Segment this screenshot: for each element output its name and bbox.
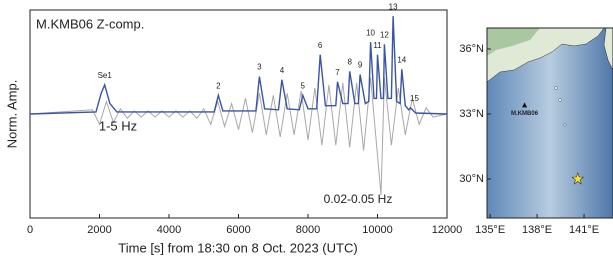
y-axis-label: Norm. Amp.	[4, 80, 19, 149]
peak-label: 8	[347, 57, 352, 66]
peak-label: Se1	[98, 71, 113, 80]
island	[564, 124, 566, 126]
peak-label: 12	[380, 30, 389, 39]
peak-label: 9	[358, 61, 363, 70]
x-axis-label: Time [s] from 18:30 on 8 Oct. 2023 (UTC)	[118, 240, 357, 255]
x-tick-label: 12000	[432, 224, 463, 236]
x-tick-label: 2000	[87, 224, 111, 236]
series-label: 0.02-0.05 Hz	[324, 192, 393, 206]
peak-label: 2	[216, 81, 221, 90]
y-tick-label: 30°N	[459, 173, 484, 185]
x-tick-label: 141°E	[569, 224, 599, 236]
peak-label: 13	[389, 2, 398, 11]
peak-label: 3	[257, 63, 262, 72]
peak-label: 10	[366, 28, 375, 37]
island	[559, 99, 562, 102]
x-tick-label: 8000	[296, 224, 320, 236]
island	[555, 87, 558, 90]
x-tick-label: 135°E	[475, 224, 505, 236]
peak-label: 11	[373, 41, 382, 50]
peak-label: 6	[318, 41, 323, 50]
map	[487, 28, 613, 218]
peak-label: 7	[335, 68, 340, 77]
peak-label: 14	[397, 55, 406, 64]
chart-title: M.KMB06 Z-comp.	[36, 16, 144, 31]
figure: M.KMB06 Z-comp. Time [s] from 18:30 on 8…	[0, 0, 613, 259]
peak-label: 5	[301, 81, 306, 90]
peak-label: 15	[410, 94, 419, 103]
peak-label: 4	[280, 66, 285, 75]
plot-frame	[30, 10, 447, 218]
station-label: M.KMB06	[511, 111, 539, 117]
x-tick-label: 0	[27, 224, 33, 236]
page: M.KMB06 Z-comp. Time [s] from 18:30 on 8…	[0, 0, 613, 259]
y-tick-label: 36°N	[459, 43, 484, 55]
x-tick-label: 6000	[226, 224, 250, 236]
x-tick-label: 10000	[362, 224, 393, 236]
x-tick-label: 138°E	[522, 224, 552, 236]
series-label: 1-5 Hz	[99, 118, 137, 133]
y-tick-label: 33°N	[459, 108, 484, 120]
x-tick-label: 4000	[157, 224, 181, 236]
